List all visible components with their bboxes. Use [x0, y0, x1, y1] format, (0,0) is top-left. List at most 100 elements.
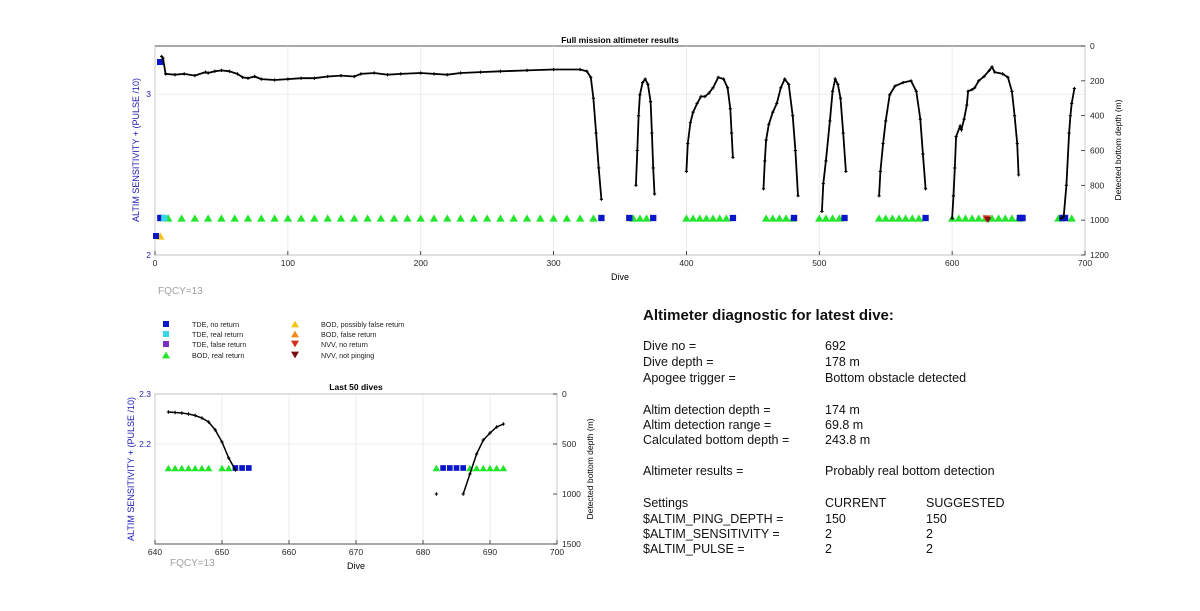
tde-no-return-marker: [729, 214, 737, 222]
depth-point: [634, 183, 638, 187]
depth-point: [498, 69, 503, 73]
depth-point: [909, 79, 913, 83]
depth-point: [458, 71, 463, 75]
bod-real-return-marker: [479, 464, 488, 472]
bod-real-return-marker: [874, 214, 884, 222]
depth-point: [372, 71, 376, 75]
diag-label-apogee: Apogee trigger =: [643, 371, 736, 385]
bottom-x-axis-label: Dive: [347, 561, 365, 571]
bod-real-return-marker: [509, 214, 518, 222]
y2-tick-label: 1500: [562, 539, 581, 549]
bod-real-return-marker: [901, 214, 910, 222]
depth-point: [164, 72, 168, 76]
bod-real-return-marker: [775, 214, 784, 222]
depth-point: [160, 54, 164, 59]
bod-real-return-marker: [702, 214, 711, 222]
bod-real-return-marker: [363, 214, 372, 222]
depth-point: [640, 80, 645, 85]
depth-point: [359, 72, 363, 76]
depth-point: [488, 431, 492, 435]
setting-name-ping-depth: $ALTIM_PING_DEPTH =: [643, 512, 784, 526]
depth-point: [990, 65, 994, 69]
x-tick-label: 680: [416, 547, 430, 557]
setting-suggested-ping-depth: 150: [926, 512, 947, 526]
depth-point: [982, 74, 986, 79]
top-y2-axis-label: Detected bottom depth (m): [1113, 99, 1123, 200]
depth-point: [1012, 114, 1017, 118]
depth-point: [783, 77, 787, 81]
x-tick-label: 670: [349, 547, 363, 557]
bod-real-return-marker: [164, 464, 173, 472]
depth-point: [1015, 141, 1019, 146]
depth-point: [973, 86, 977, 90]
bod-real-return-marker: [171, 464, 179, 472]
bottom-y2-axis-label: Detected bottom depth (m): [585, 418, 595, 519]
bod-real-return-marker: [257, 214, 266, 222]
depth-point: [761, 187, 766, 191]
bod-real-return-marker: [482, 214, 492, 222]
depth-line: [821, 76, 847, 212]
depth-point: [161, 56, 165, 60]
depth-point: [200, 416, 204, 420]
depth-point: [987, 68, 991, 72]
depth-point: [468, 472, 472, 476]
depth-point: [419, 71, 423, 75]
depth-point: [474, 452, 479, 456]
depth-point: [962, 117, 966, 121]
depth-point: [923, 187, 928, 191]
depth-point: [775, 101, 779, 106]
depth-point: [764, 138, 768, 142]
depth-point: [921, 152, 925, 156]
legend-marker-bod_possibly_false: [291, 320, 299, 328]
depth-point: [206, 71, 210, 75]
bod-real-return-marker: [682, 214, 691, 222]
bod-real-return-marker: [203, 214, 213, 222]
bod-real-return-marker: [987, 214, 997, 222]
depth-point: [203, 70, 208, 74]
settings-header-suggested: SUGGESTED: [926, 496, 1005, 510]
top-chart-title: Full mission altimeter results: [561, 35, 679, 45]
bod-real-return-marker: [296, 214, 306, 222]
setting-name-pulse: $ALTIM_PULSE =: [643, 542, 745, 556]
bottom-fqcy-annotation: FQCY=13: [170, 558, 215, 569]
x-tick-label: 500: [812, 258, 826, 268]
depth-point: [888, 93, 892, 97]
bod-real-return-marker: [230, 214, 239, 222]
depth-point: [711, 86, 715, 90]
depth-point: [246, 76, 250, 80]
bottom-y-axis-label: ALTIM SENSITIVITY + (PULSE /10): [126, 397, 136, 541]
bod-real-return-marker: [492, 464, 501, 472]
diag-value-apogee: Bottom obstacle detected: [825, 371, 967, 385]
depth-point: [1067, 131, 1071, 135]
depth-point: [1016, 173, 1021, 177]
depth-point: [180, 411, 184, 415]
diagnostic-title: Altimeter diagnostic for latest dive:: [643, 307, 894, 324]
bod-real-return-marker: [323, 214, 332, 222]
depth-point: [501, 422, 506, 426]
depth-point: [699, 94, 703, 99]
bod-real-return-marker: [994, 214, 1003, 222]
diag-label-bottom-depth: Calculated bottom depth =: [643, 433, 790, 447]
depth-point: [445, 73, 449, 77]
top-fqcy-annotation: FQCY=13: [158, 286, 203, 297]
tde-no-return-marker: [922, 214, 929, 222]
bod-real-return-marker: [695, 214, 704, 222]
depth-point: [253, 74, 257, 79]
depth-point: [299, 76, 303, 80]
depth-point: [219, 68, 224, 72]
tde-no-return-marker: [841, 214, 848, 222]
depth-point: [272, 78, 277, 82]
depth-point: [646, 82, 650, 86]
depth-point: [597, 166, 601, 170]
bod-real-return-marker: [350, 214, 359, 222]
bod-real-return-marker: [204, 464, 213, 472]
bod-real-return-marker: [914, 214, 924, 222]
tde-no-return-marker: [460, 465, 467, 471]
y2-tick-label: 1000: [1090, 215, 1109, 225]
depth-point: [339, 74, 343, 78]
legend-marker-nvv_not_pinging: [291, 351, 299, 359]
bod-real-return-marker: [536, 214, 545, 222]
y2-tick-label: 1000: [562, 489, 581, 499]
